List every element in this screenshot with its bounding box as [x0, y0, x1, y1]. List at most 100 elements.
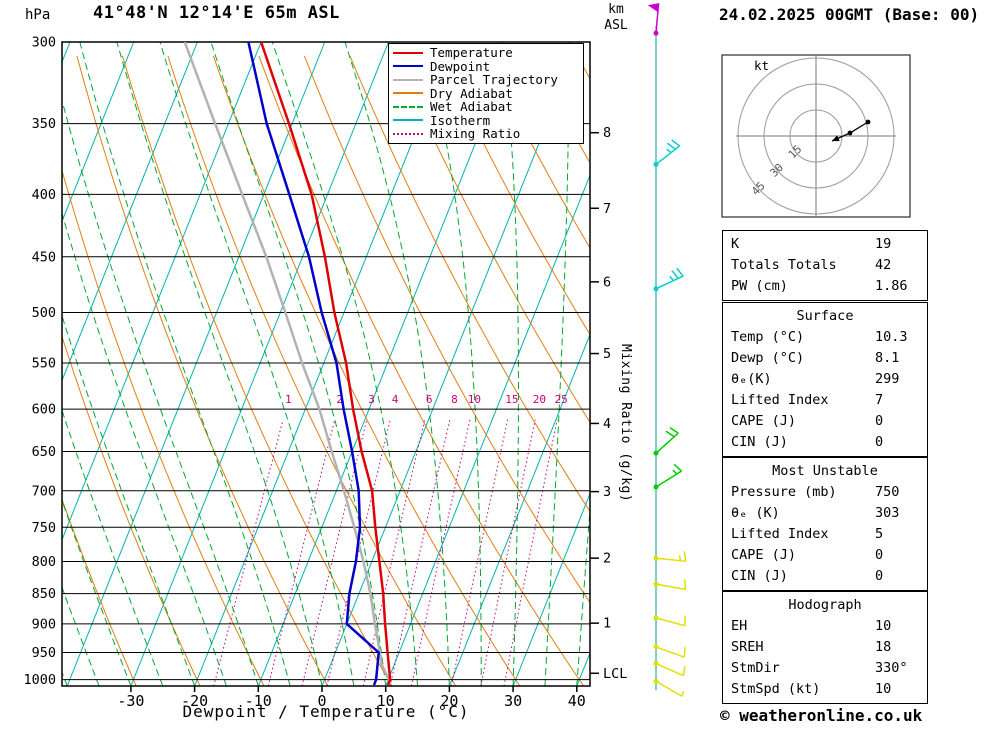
table-row-label: CAPE (J) [731, 413, 797, 429]
dry-adiabat-line [212, 55, 521, 686]
wind-barb [653, 579, 687, 591]
mixing-ratio-line [326, 419, 391, 686]
wind-barb-staff [655, 3, 660, 34]
legend-item: Parcel Trajectory [393, 73, 579, 87]
wind-barb-tick [683, 551, 687, 562]
legend-line-sample [393, 132, 423, 135]
mixing-ratio-value-label: 10 [468, 393, 481, 406]
indices-table: K 19 Totals Totals 42 PW (cm) 1.86 [722, 230, 928, 301]
table-row-value: 299 [875, 371, 900, 387]
table-row: SREH 18 [723, 637, 927, 658]
table-row-value: 10.3 [875, 329, 908, 345]
legend-label: Isotherm [430, 112, 491, 128]
table-row-value: 750 [875, 484, 900, 500]
temperature-axis-label: Dewpoint / Temperature (°C) [182, 702, 470, 721]
table-row-value: 8.1 [875, 350, 900, 366]
chart-legend: Temperature Dewpoint Parcel Trajectory Dry … [388, 43, 584, 144]
isotherm-line [62, 42, 135, 223]
table-row-label: K [731, 236, 740, 252]
dry-adiabat-line [76, 55, 329, 686]
isotherm-line [62, 42, 198, 382]
legend-label: Dewpoint [430, 58, 491, 74]
run-datetime: 24.02.2025 00GMT (Base: 00) [719, 5, 980, 24]
pressure-tick-label: 450 [32, 249, 56, 265]
table-row-label: θₑ (K) [731, 505, 780, 521]
wet-adiabat-line [79, 42, 291, 686]
wind-barb-staff [655, 275, 684, 290]
wind-barb [653, 463, 682, 490]
mixing-ratio-value-label: 2 [336, 393, 343, 406]
mixing-ratio-line [267, 419, 336, 686]
wet-adiabat-line [210, 42, 387, 686]
pressure-tick-label: 400 [32, 187, 56, 203]
wind-barb-half-tick [672, 469, 678, 475]
mixing-ratio-axis-label: Mixing Ratio (g/kg) [618, 344, 633, 503]
pressure-tick-label: 900 [32, 616, 56, 632]
pressure-tick-label: 750 [32, 520, 56, 536]
mixing-ratio-value-label: 8 [451, 393, 458, 406]
wet-adiabat-line [62, 498, 132, 686]
table-row: Lifted Index 5 [723, 524, 927, 545]
table-row-value: 0 [875, 434, 884, 450]
pressure-tick-label: 600 [32, 402, 56, 418]
legend-label: Temperature [430, 45, 513, 61]
wind-barb-tick [683, 647, 686, 658]
table-row-label: SREH [731, 639, 764, 655]
most-unstable-table: Most Unstable Pressure (mb) 750 θₑ (K) 303 Li… [722, 457, 928, 591]
isotherm-line [130, 42, 389, 686]
table-row-value: 1.86 [875, 278, 908, 294]
wind-barb-staff [655, 470, 682, 488]
table-title: Surface [796, 308, 854, 324]
km-tick-label: 3 [603, 484, 611, 500]
altitude-axis-asl: ASL [604, 18, 628, 33]
dry-adiabat-line [623, 56, 700, 686]
wet-adiabat-line [62, 314, 196, 686]
mixing-ratio-line [389, 419, 451, 686]
table-row-label: CAPE (J) [731, 547, 797, 563]
temp-tick-label: -30 [117, 692, 144, 710]
wet-adiabat-line [502, 42, 519, 686]
table-row-value: 10 [875, 618, 892, 634]
pressure-tick-label: 1000 [23, 672, 56, 688]
temp-tick-label: 10 [377, 692, 395, 710]
legend-item: Mixing Ratio [393, 127, 579, 141]
hodograph-frame [721, 54, 911, 218]
altitude-axis-label: km ASL [592, 2, 640, 34]
legend-label: Mixing Ratio [430, 126, 521, 142]
wind-barb-tick [669, 426, 679, 434]
wind-barb-tick [676, 267, 684, 277]
wind-barb [647, 3, 660, 36]
dry-adiabat-line [485, 55, 590, 250]
wind-barb-flag [647, 3, 659, 13]
wind-barb-staff [655, 145, 681, 165]
dry-adiabat-line [62, 168, 265, 686]
dry-adiabat-line [62, 497, 137, 686]
hodograph-table: Hodograph EH 10 SREH 18 StmDir 330° StmSpd (kt)… [722, 591, 928, 704]
mixing-ratio-value-label: 3 [368, 393, 375, 406]
legend-line-sample [393, 65, 423, 68]
table-row: θₑ (K) 303 [723, 503, 927, 524]
mixing-ratio-value-label: 6 [426, 393, 433, 406]
table-row-label: Totals Totals [731, 257, 837, 273]
parcel-trajectory-curve [183, 42, 391, 686]
wind-barb-half-tick [666, 148, 672, 154]
mixing-ratio-value-label: 1 [285, 393, 292, 406]
table-row-value: 10 [875, 681, 892, 697]
isotherm-line [66, 42, 326, 686]
temp-tick-label: -10 [245, 692, 272, 710]
table-row-value: 0 [875, 568, 884, 584]
legend-line-sample [393, 78, 423, 81]
wet-adiabat-line [159, 42, 355, 686]
pressure-tick-label: 500 [32, 305, 56, 321]
km-tick-label: 6 [603, 274, 611, 290]
wet-adiabat-line [62, 585, 100, 686]
legend-item: Dry Adiabat [393, 87, 579, 101]
wind-barb [653, 661, 686, 677]
surface-table: Surface Temp (°C) 10.3 Dewp (°C) 8.1 θₑ(K) 299… [722, 302, 928, 457]
wet-adiabat-line [424, 42, 482, 686]
wet-adiabat-line [116, 42, 323, 686]
dry-adiabat-line [394, 55, 590, 424]
legend-item: Temperature [393, 46, 579, 60]
isotherm-line [321, 42, 581, 686]
